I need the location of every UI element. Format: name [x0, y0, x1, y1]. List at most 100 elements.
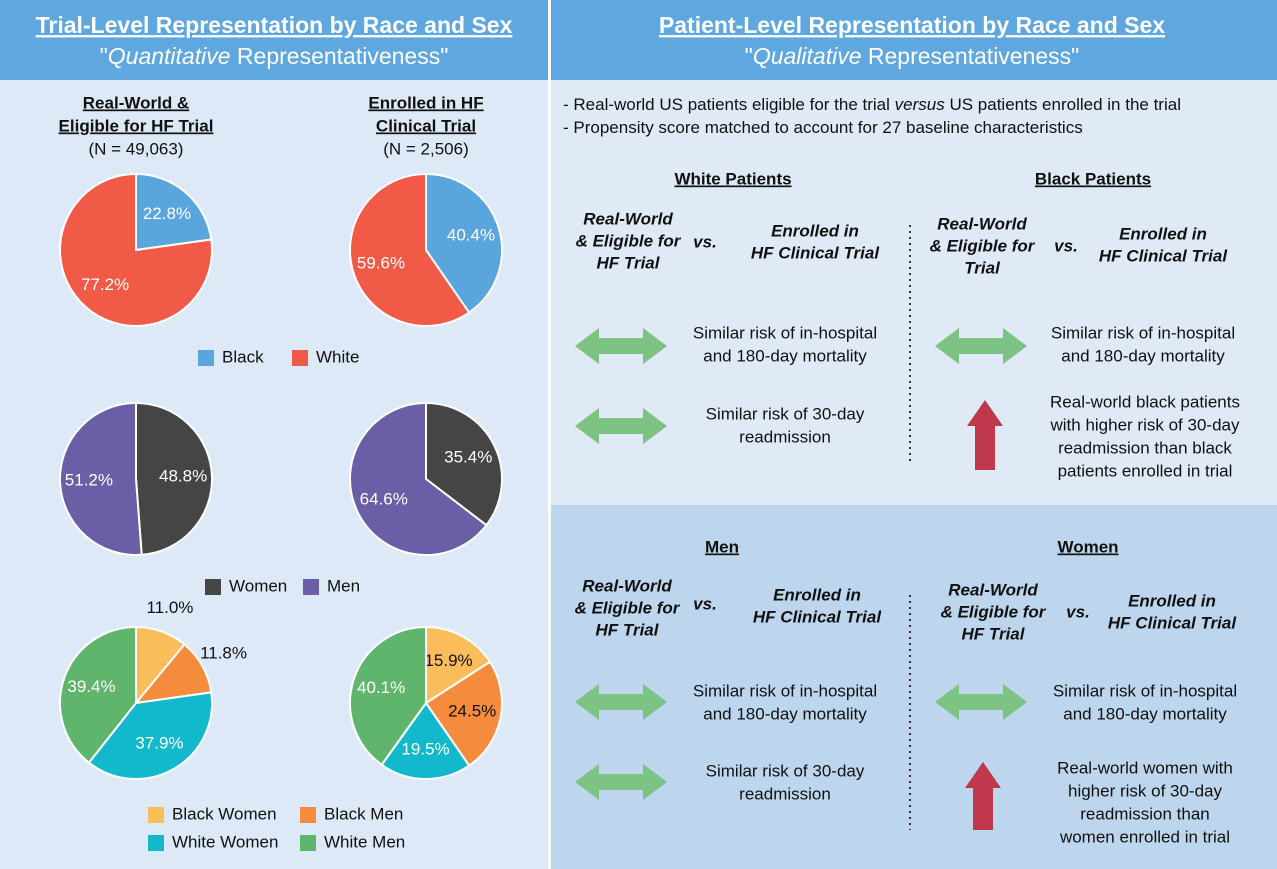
finding: Similar risk of in-hospital — [1053, 681, 1237, 700]
column-heading: Eligible for HF Trial — [59, 116, 214, 135]
cohort-label: & Eligible for — [576, 231, 682, 250]
cohort-label: HF Clinical Trial — [1099, 246, 1228, 265]
cohort-label: HF Clinical Trial — [751, 243, 880, 262]
column-n: (N = 49,063) — [89, 139, 184, 158]
slice-label: 40.4% — [447, 225, 495, 244]
legend-label: Black — [222, 347, 264, 366]
group-heading: White Patients — [674, 169, 791, 188]
cohort-label: Real-World — [583, 209, 673, 228]
subtitle-part: " — [100, 43, 108, 69]
finding: with higher risk of 30-day — [1050, 415, 1240, 434]
slice-label: 22.8% — [143, 204, 191, 223]
cohort-label: Enrolled in — [773, 585, 861, 604]
slice-label: 15.9% — [424, 651, 472, 670]
legend-label: Black Men — [324, 804, 403, 823]
cohort-label: Trial — [964, 258, 1001, 277]
slice-label: 24.5% — [448, 702, 496, 721]
right-subtitle: "Qualitative Representativeness" — [745, 43, 1080, 69]
finding: readmission — [739, 427, 831, 446]
cohort-label: & Eligible for — [575, 598, 681, 617]
pie-slice — [380, 701, 471, 780]
left-title: Trial-Level Representation by Race and S… — [36, 12, 513, 38]
cohort-label: & Eligible for — [941, 602, 1047, 621]
pie-slice — [425, 172, 503, 314]
pie-slice — [59, 625, 137, 765]
cohort-label: HF Clinical Trial — [753, 607, 882, 626]
similar-arrow — [935, 684, 1027, 720]
finding: and 180-day mortality — [703, 346, 867, 365]
right-top-body — [551, 80, 1277, 505]
finding: and 180-day mortality — [1063, 704, 1227, 723]
cohort-label: Real-World — [937, 214, 1027, 233]
subtitle-part: Quantitative — [108, 43, 231, 69]
similar-arrow — [575, 684, 667, 720]
subtitle-part: Representativeness" — [862, 43, 1080, 69]
similar-arrow — [935, 328, 1027, 364]
versus: vs. — [1054, 236, 1078, 255]
legend-label: White Men — [324, 832, 405, 851]
legend-swatch — [300, 807, 316, 823]
legend-swatch — [303, 579, 319, 595]
legend-label: White Women — [172, 832, 278, 851]
higher-risk-arrow — [967, 400, 1003, 470]
finding: Similar risk of 30-day — [706, 404, 865, 423]
finding: readmission — [739, 784, 831, 803]
finding: readmission than black — [1058, 438, 1232, 457]
pie-slice — [425, 401, 503, 527]
slice-label: 35.4% — [444, 448, 492, 467]
pie-slice — [425, 625, 492, 705]
legend-label: Women — [229, 576, 287, 595]
note: - Real-world US patients eligible for th… — [563, 95, 1181, 114]
cohort-label: Real-World — [948, 580, 1038, 599]
right-bottom-body — [551, 505, 1277, 869]
cohort-label: HF Trial — [962, 624, 1026, 643]
legend-swatch — [148, 807, 164, 823]
cohort-label: HF Trial — [597, 253, 661, 272]
note-part: US patients enrolled in the trial — [945, 95, 1181, 114]
cohort-label: & Eligible for — [930, 236, 1036, 255]
slice-label: 39.4% — [67, 677, 115, 696]
legend-swatch — [148, 835, 164, 851]
pie-slice — [59, 172, 213, 327]
column-n: (N = 2,506) — [383, 139, 469, 158]
pie-slice — [349, 172, 471, 327]
cohort-label: Enrolled in — [1119, 224, 1207, 243]
finding: readmission than — [1080, 804, 1209, 823]
legend-label: Men — [327, 576, 360, 595]
slice-label: 59.6% — [357, 253, 405, 272]
slice-label: 77.2% — [81, 275, 129, 294]
pie-slice — [349, 401, 488, 556]
group-heading: Black Patients — [1035, 169, 1151, 188]
note-part: versus — [895, 95, 946, 114]
slice-label: 51.2% — [65, 470, 113, 489]
finding: and 180-day mortality — [703, 704, 867, 723]
note: - Propensity score matched to account fo… — [563, 118, 1083, 137]
legend-label: White — [316, 347, 359, 366]
legend-swatch — [198, 350, 214, 366]
note-part: - Real-world US patients eligible for th… — [563, 95, 895, 114]
left-header-bar — [0, 0, 548, 80]
slice-label: 40.1% — [357, 678, 405, 697]
right-title: Patient-Level Representation by Race and… — [659, 12, 1165, 38]
finding: Real-world women with — [1057, 758, 1233, 777]
subtitle-part: " — [745, 43, 753, 69]
finding: Similar risk of in-hospital — [693, 323, 877, 342]
pie-slice — [59, 401, 143, 556]
versus: vs. — [693, 232, 717, 251]
finding: Similar risk of in-hospital — [693, 681, 877, 700]
slice-label: 37.9% — [135, 733, 183, 752]
higher-risk-arrow — [965, 762, 1001, 830]
subtitle-part: Representativeness" — [231, 43, 449, 69]
similar-arrow — [575, 764, 667, 800]
slice-label: 11.8% — [200, 644, 247, 663]
legend-swatch — [292, 350, 308, 366]
finding: Similar risk of 30-day — [706, 761, 865, 780]
finding: Real-world black patients — [1050, 392, 1240, 411]
similar-arrow — [575, 328, 667, 364]
finding: women enrolled in trial — [1059, 827, 1230, 846]
pie-slice — [349, 625, 427, 767]
pie-slice — [135, 172, 213, 252]
column-heading: Real-World & — [83, 93, 189, 112]
legend-swatch — [205, 579, 221, 595]
pie-slice — [424, 660, 503, 767]
